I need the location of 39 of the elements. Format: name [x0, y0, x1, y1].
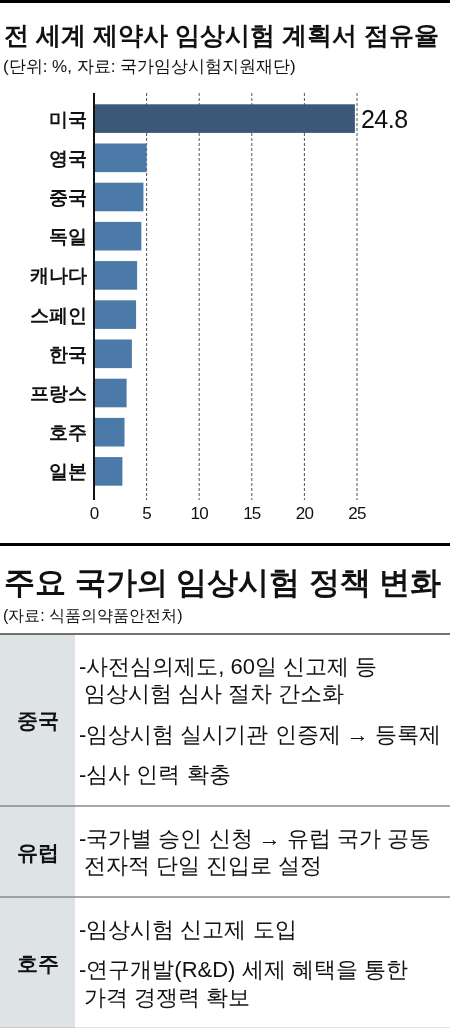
data-label: 24.8 — [360, 104, 408, 133]
text: -연구개발(R&D) 세제 혜택을 통한 가격 경쟁력 확보 — [79, 957, 408, 1010]
y-tick-label: 중국 — [49, 187, 87, 208]
text: -임상시험 실시기관 인증제 → 등록제 — [79, 721, 441, 747]
bar — [94, 300, 137, 329]
y-tick-label: 미국 — [49, 108, 87, 130]
bar — [94, 339, 132, 369]
bar — [94, 143, 147, 173]
y-tick-label: 호주 — [49, 422, 87, 444]
x-tick-label: 20 — [295, 504, 314, 523]
bar — [94, 378, 127, 408]
y-tick-label: 영국 — [49, 147, 87, 169]
bar — [94, 261, 138, 290]
y-tick-label: 캐나다 — [30, 265, 87, 287]
x-tick-label: 25 — [348, 504, 366, 523]
x-tick-label: 0 — [89, 504, 99, 523]
bar — [94, 182, 144, 212]
chart-subtitle: (단위: %, 자료: 국가임상시험지원재단) — [3, 57, 296, 76]
text: -국가별 승인 신청 → 유럽 국가 공동 전자적 단일 진입로 설정 — [79, 825, 431, 879]
y-tick-label: 프랑스 — [30, 383, 87, 404]
y-tick-label: 한국 — [49, 343, 87, 365]
text: -임상시험 신고제 도입 — [79, 916, 297, 942]
text: (자료: 식품의약품안전처) — [3, 607, 183, 624]
category-label: 유럽 — [16, 840, 59, 864]
text: -사전심의제도, 60일 신고제 등 임상시험 심사 절차 간소화 — [79, 653, 378, 707]
x-tick-label: 10 — [190, 504, 209, 523]
bar — [94, 221, 142, 251]
chart-title: 전 세계 제약사 임상시험 계획서 점유율 — [4, 21, 440, 49]
y-tick-label: 스페인 — [30, 304, 87, 326]
x-tick-label: 15 — [243, 504, 261, 523]
bar — [94, 104, 355, 133]
text: -심사 인력 확충 — [79, 762, 231, 788]
x-tick-label: 5 — [142, 504, 152, 523]
category-label: 중국 — [16, 709, 59, 732]
bar — [94, 417, 125, 447]
y-tick-label: 일본 — [49, 461, 87, 483]
text: 주요 국가의 임상시험 정책 변화 — [4, 565, 442, 600]
bar — [94, 457, 123, 486]
y-tick-label: 독일 — [49, 226, 87, 248]
